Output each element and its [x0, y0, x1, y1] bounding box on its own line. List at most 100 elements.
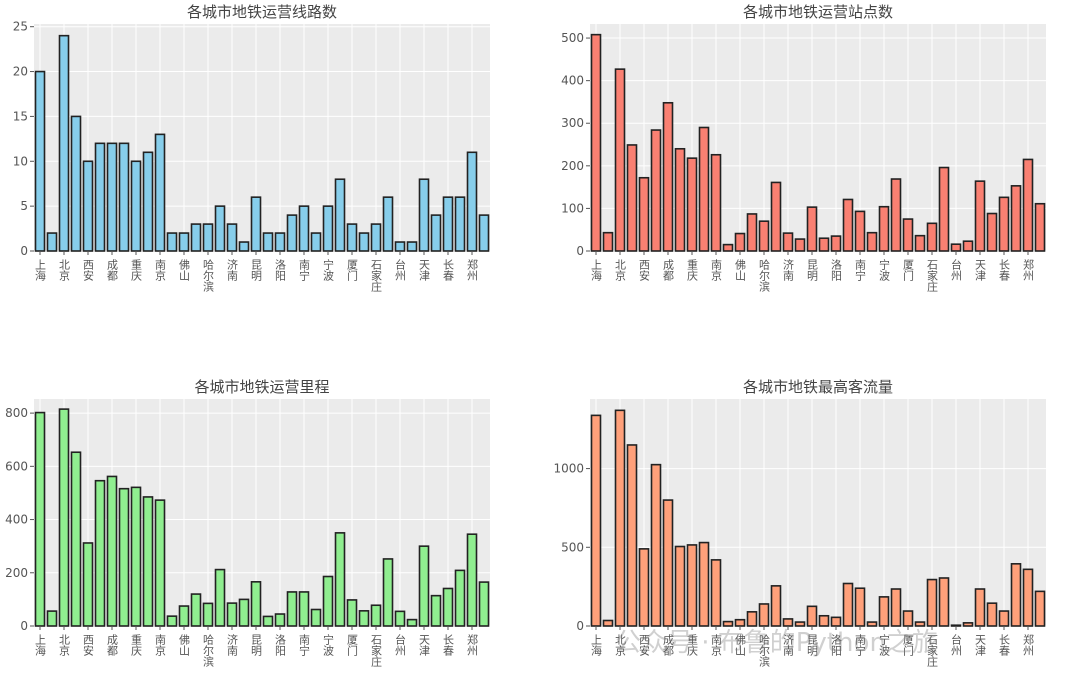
bar — [998, 196, 1010, 252]
bar — [770, 585, 782, 627]
bar — [106, 142, 118, 252]
bar — [106, 475, 118, 627]
x-tick-label: 佛山 — [178, 634, 191, 656]
x-tick-label: 重庆 — [130, 258, 143, 282]
x-tick-label: 成都 — [106, 634, 119, 656]
bar — [70, 451, 82, 627]
bar — [238, 598, 250, 627]
bar — [950, 624, 962, 627]
x-tick-label: 成都 — [662, 634, 675, 656]
bar — [950, 243, 962, 252]
bar — [902, 218, 914, 252]
bar — [34, 70, 46, 252]
bar — [310, 232, 322, 252]
bar — [590, 33, 602, 252]
bar — [818, 237, 830, 252]
x-tick-label: 郑州 — [1022, 633, 1035, 656]
x-tick-label: 昆明 — [806, 259, 819, 282]
bar — [358, 232, 370, 252]
bar — [770, 181, 782, 252]
bar — [286, 591, 298, 627]
bar — [466, 151, 478, 252]
bar — [938, 166, 950, 252]
bar — [82, 160, 94, 252]
bar — [602, 231, 614, 252]
bar — [830, 235, 842, 252]
bar — [614, 68, 626, 252]
bar — [650, 463, 662, 627]
x-tick-label: 厦门 — [902, 259, 915, 282]
y-tick-label: 400 — [561, 74, 584, 88]
x-tick-label: 厦门 — [346, 259, 359, 282]
y-tick-label: 100 — [561, 201, 584, 215]
bar — [962, 622, 974, 627]
subplot-4: 0 500 1000 上海 北京 西安 成都 重庆 南京 佛山 哈尔滨 济南 昆明 洛阳 南宁 宁波 厦门 石家庄… — [553, 378, 1046, 668]
x-tick-label: 佛山 — [734, 259, 747, 281]
bar — [734, 232, 746, 252]
x-tick-label: 天津 — [974, 634, 987, 656]
bar — [274, 613, 286, 627]
bar — [58, 408, 70, 627]
bar — [686, 544, 698, 627]
x-tick-label: 上海 — [34, 259, 47, 282]
bar — [202, 223, 214, 252]
x-tick-label: 重庆 — [686, 258, 699, 282]
bar — [190, 223, 202, 252]
y-tick-label: 15 — [13, 109, 28, 123]
bar — [322, 575, 334, 627]
x-tick-label: 哈尔滨 — [758, 259, 771, 293]
x-tick-label: 郑州 — [1022, 258, 1035, 281]
watermark: 公众号 · 布鲁的Python之旅 — [615, 628, 938, 658]
x-tick-label: 石家庄 — [370, 634, 383, 668]
bar — [782, 232, 794, 252]
x-tick-label: 西安 — [638, 634, 651, 657]
bar — [638, 176, 650, 252]
bar — [118, 487, 130, 627]
x-tick-label: 台州 — [394, 258, 407, 281]
bar — [626, 444, 638, 627]
bar — [1022, 158, 1034, 252]
subplot-title: 各城市地铁运营线路数 — [187, 3, 337, 21]
bar — [806, 206, 818, 252]
bar — [866, 621, 878, 627]
y-tick-label: 20 — [13, 65, 28, 79]
bar — [394, 610, 406, 627]
x-tick-label: 天津 — [418, 634, 431, 656]
bar — [1022, 568, 1034, 627]
bar — [250, 581, 262, 627]
subplot-2: 0 100 200 300 400 500 上海 北京 西安 成都 重庆 南京 佛山 哈尔滨 济南 昆明 洛阳南… — [561, 3, 1046, 293]
bar — [262, 232, 274, 252]
x-tick-label: 上海 — [590, 634, 603, 657]
y-tick-label: 300 — [561, 116, 584, 130]
bar — [914, 621, 926, 627]
y-tick-label: 1000 — [553, 462, 584, 476]
bar — [346, 599, 358, 627]
x-tick-label: 上海 — [590, 259, 603, 282]
bar — [442, 196, 454, 252]
x-tick-label: 南宁 — [298, 259, 311, 281]
x-tick-label: 天津 — [974, 259, 987, 281]
bar — [722, 243, 734, 252]
bar — [854, 210, 866, 252]
bar — [478, 581, 490, 627]
x-tick-label: 昆明 — [250, 634, 263, 657]
x-tick-label: 佛山 — [178, 259, 191, 281]
bar — [454, 196, 466, 252]
x-tick-label: 宁波 — [322, 258, 335, 282]
bar — [878, 205, 890, 252]
bar — [94, 142, 106, 252]
x-tick-label: 洛阳 — [830, 633, 843, 656]
bar — [406, 618, 418, 627]
bar — [370, 604, 382, 627]
x-tick-label: 北京 — [58, 634, 71, 657]
x-tick-label: 台州 — [394, 633, 407, 656]
bar — [142, 151, 154, 252]
bar — [382, 558, 394, 627]
bar — [1034, 202, 1046, 252]
bar — [478, 214, 490, 252]
bar — [178, 232, 190, 252]
bar — [854, 587, 866, 627]
bar — [430, 594, 442, 627]
bar — [442, 587, 454, 627]
bar — [298, 591, 310, 627]
